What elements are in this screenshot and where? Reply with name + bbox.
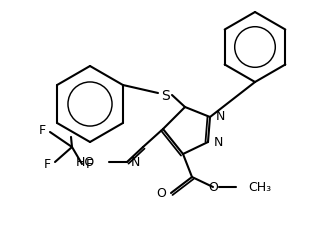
Text: N: N [131, 156, 140, 169]
Text: HO: HO [76, 156, 95, 169]
Text: CH₃: CH₃ [248, 181, 271, 194]
Text: O: O [156, 187, 166, 200]
Text: O: O [208, 181, 218, 194]
Text: F: F [44, 158, 51, 171]
Text: F: F [86, 158, 93, 171]
Text: N: N [216, 110, 225, 123]
Text: N: N [214, 136, 223, 149]
Text: S: S [161, 89, 169, 103]
Text: F: F [39, 124, 46, 137]
